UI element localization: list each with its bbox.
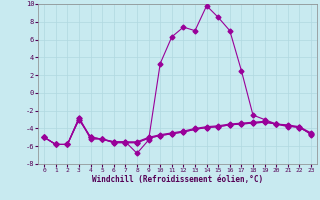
X-axis label: Windchill (Refroidissement éolien,°C): Windchill (Refroidissement éolien,°C)	[92, 175, 263, 184]
